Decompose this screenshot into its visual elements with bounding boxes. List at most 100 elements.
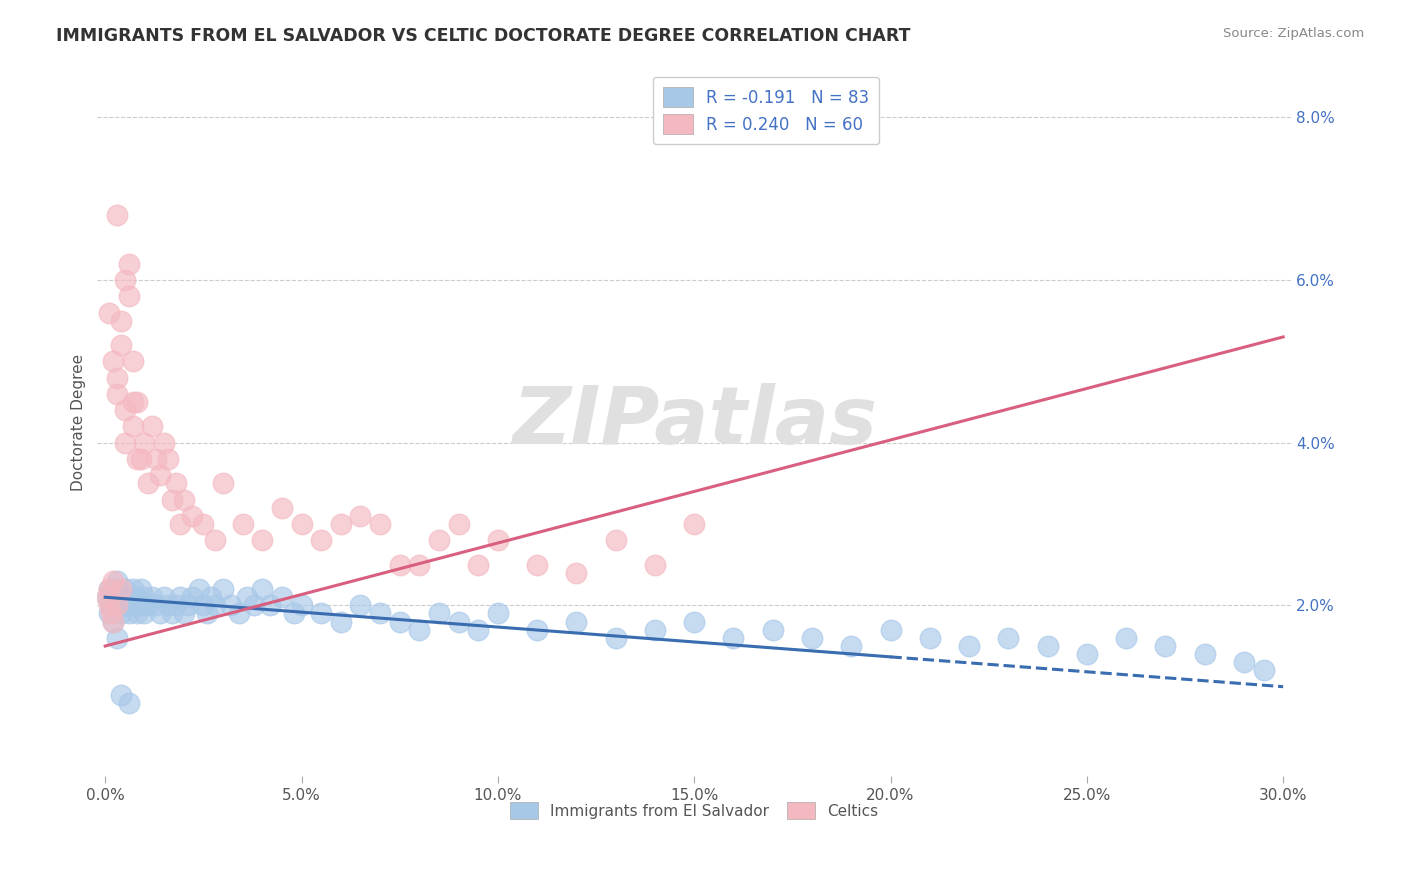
Point [408,623,430,637]
Point [114,403,136,417]
Point [105,599,128,613]
Point [467,558,489,572]
Point [1194,647,1216,661]
Text: IMMIGRANTS FROM EL SALVADOR VS CELTIC DOCTORATE DEGREE CORRELATION CHART: IMMIGRANTS FROM EL SALVADOR VS CELTIC DO… [56,27,911,45]
Point [98,607,121,621]
Point [129,452,152,467]
Point [98,582,121,596]
Point [180,591,202,605]
Point [1154,639,1177,653]
Point [1076,647,1098,661]
Point [309,607,332,621]
Point [252,582,274,596]
Point [997,631,1019,645]
Point [98,582,121,596]
Point [105,574,128,588]
Point [644,558,666,572]
Point [427,533,450,548]
Point [134,591,156,605]
Point [101,615,124,629]
Point [98,599,121,613]
Point [96,591,118,605]
Point [243,599,266,613]
Point [114,273,136,287]
Point [839,639,862,653]
Point [486,607,509,621]
Point [134,607,156,621]
Point [368,607,391,621]
Point [204,599,226,613]
Point [467,623,489,637]
Point [447,615,470,629]
Point [121,354,143,368]
Point [173,492,195,507]
Point [204,533,226,548]
Point [683,615,706,629]
Point [157,452,180,467]
Point [486,533,509,548]
Point [1036,639,1059,653]
Point [138,599,160,613]
Point [100,599,122,613]
Point [114,599,136,613]
Point [141,419,163,434]
Point [98,305,121,319]
Point [110,338,132,352]
Point [195,607,218,621]
Point [125,591,148,605]
Point [145,452,167,467]
Point [283,607,305,621]
Point [165,599,187,613]
Point [118,289,141,303]
Point [129,582,152,596]
Point [101,615,124,629]
Point [149,468,172,483]
Point [349,599,371,613]
Point [114,435,136,450]
Point [149,607,172,621]
Text: ZIPatlas: ZIPatlas [512,384,877,461]
Point [141,591,163,605]
Point [388,558,411,572]
Point [329,615,352,629]
Point [1115,631,1137,645]
Point [125,395,148,409]
Point [526,558,548,572]
Point [329,516,352,531]
Point [134,435,156,450]
Point [270,591,292,605]
Point [408,558,430,572]
Point [160,492,183,507]
Point [118,607,141,621]
Point [121,582,143,596]
Point [101,591,124,605]
Point [110,313,132,327]
Point [129,599,152,613]
Point [118,257,141,271]
Point [105,387,128,401]
Point [100,607,122,621]
Point [349,508,371,523]
Point [918,631,941,645]
Point [427,607,450,621]
Point [101,354,124,368]
Point [388,615,411,629]
Point [121,419,143,434]
Point [723,631,745,645]
Point [683,516,706,531]
Point [193,516,215,531]
Point [644,623,666,637]
Point [565,566,588,580]
Point [110,582,132,596]
Point [193,599,215,613]
Point [526,623,548,637]
Point [165,476,187,491]
Point [169,591,191,605]
Point [157,599,180,613]
Point [188,582,211,596]
Text: Source: ZipAtlas.com: Source: ZipAtlas.com [1223,27,1364,40]
Point [447,516,470,531]
Point [125,607,148,621]
Point [270,500,292,515]
Point [110,688,132,702]
